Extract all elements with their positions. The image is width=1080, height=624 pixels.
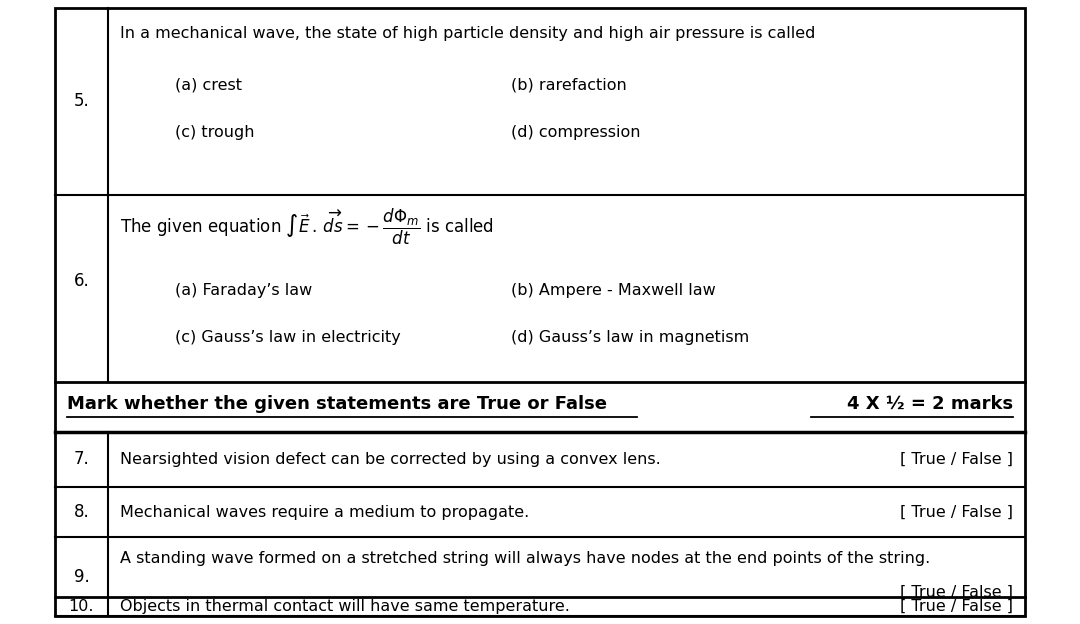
Text: Mechanical waves require a medium to propagate.: Mechanical waves require a medium to pro… [120, 504, 529, 520]
Text: [ True / False ]: [ True / False ] [900, 599, 1013, 614]
Text: 5.: 5. [73, 92, 90, 110]
Text: 9.: 9. [73, 568, 90, 586]
Text: In a mechanical wave, the state of high particle density and high air pressure i: In a mechanical wave, the state of high … [120, 26, 815, 41]
Text: [ True / False ]: [ True / False ] [900, 504, 1013, 520]
Text: Mark whether the given statements are True or False: Mark whether the given statements are Tr… [67, 395, 607, 413]
Text: (d) Gauss’s law in magnetism: (d) Gauss’s law in magnetism [511, 330, 750, 345]
Text: A standing wave formed on a stretched string will always have nodes at the end p: A standing wave formed on a stretched st… [120, 551, 930, 566]
Text: (b) Ampere - Maxwell law: (b) Ampere - Maxwell law [511, 283, 716, 298]
Text: (b) rarefaction: (b) rarefaction [511, 78, 626, 93]
Text: (a) crest: (a) crest [175, 78, 242, 93]
Text: The given equation $\int \vec{E}\,.\,\overrightarrow{ds} = -\dfrac{d\Phi_m}{dt}$: The given equation $\int \vec{E}\,.\,\ov… [120, 207, 494, 247]
Text: 10.: 10. [69, 599, 94, 614]
Text: 6.: 6. [73, 271, 90, 290]
Text: Objects in thermal contact will have same temperature.: Objects in thermal contact will have sam… [120, 599, 570, 614]
Text: 7.: 7. [73, 451, 90, 469]
Text: (c) trough: (c) trough [175, 125, 255, 140]
Text: [ True / False ]: [ True / False ] [900, 452, 1013, 467]
Text: 4 X ½ = 2 marks: 4 X ½ = 2 marks [847, 395, 1013, 413]
Text: [ True / False ]: [ True / False ] [900, 585, 1013, 600]
Text: (a) Faraday’s law: (a) Faraday’s law [175, 283, 312, 298]
Text: 8.: 8. [73, 503, 90, 521]
Text: (d) compression: (d) compression [511, 125, 640, 140]
Text: Nearsighted vision defect can be corrected by using a convex lens.: Nearsighted vision defect can be correct… [120, 452, 661, 467]
Bar [55, 8, 1025, 616]
Text: (c) Gauss’s law in electricity: (c) Gauss’s law in electricity [175, 330, 401, 345]
